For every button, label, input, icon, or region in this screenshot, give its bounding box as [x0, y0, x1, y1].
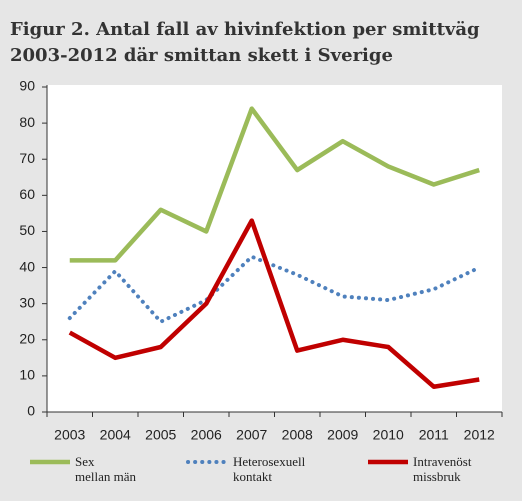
plot-area — [47, 85, 502, 412]
x-tick-label: 2009 — [327, 427, 358, 443]
x-tick-label: 2004 — [100, 427, 131, 443]
y-tick-label: 10 — [19, 367, 35, 383]
x-tick-label: 2012 — [464, 427, 495, 443]
chart-subtitle: 2003-2012 där smittan skett i Sverige — [10, 45, 393, 66]
legend-label: Intravenöst missbruk — [413, 454, 472, 484]
x-tick-label: 2008 — [282, 427, 313, 443]
series-line — [69, 106, 480, 263]
series-line — [68, 218, 480, 389]
legend-item: Intravenöst missbruk — [413, 454, 472, 484]
y-tick-label: 90 — [19, 78, 35, 94]
x-tick-label: 2007 — [236, 427, 267, 443]
x-tick-label: 2006 — [191, 427, 222, 443]
y-tick-label: 60 — [19, 186, 35, 202]
series-line — [67, 254, 482, 324]
y-tick-label: 70 — [19, 150, 35, 166]
y-tick-label: 40 — [19, 258, 35, 274]
x-tick-label: 2003 — [54, 427, 85, 443]
legend-label: Sex mellan män — [75, 454, 137, 484]
y-tick-label: 30 — [19, 294, 35, 310]
x-tick-label: 2005 — [145, 427, 176, 443]
x-tick-label: 2010 — [373, 427, 404, 443]
legend-item: Sex mellan män — [75, 454, 137, 484]
y-tick-label: 50 — [19, 222, 35, 238]
y-tick-label: 80 — [19, 114, 35, 130]
y-tick-label: 0 — [27, 403, 35, 419]
chart-title: Figur 2. Antal fall av hivinfektion per … — [10, 19, 480, 40]
y-tick-label: 20 — [19, 330, 35, 346]
x-tick-label: 2011 — [419, 427, 449, 443]
legend-item: Heterosexuell kontakt — [233, 454, 306, 484]
legend-label: Heterosexuell kontakt — [233, 454, 306, 484]
